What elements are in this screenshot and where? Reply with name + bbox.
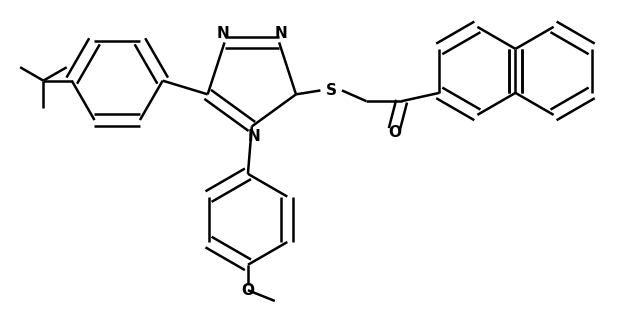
Text: S: S	[326, 83, 337, 98]
Text: N: N	[247, 128, 260, 143]
Text: O: O	[388, 126, 401, 141]
Text: N: N	[275, 26, 287, 41]
Text: O: O	[241, 283, 255, 298]
Text: N: N	[216, 26, 229, 41]
